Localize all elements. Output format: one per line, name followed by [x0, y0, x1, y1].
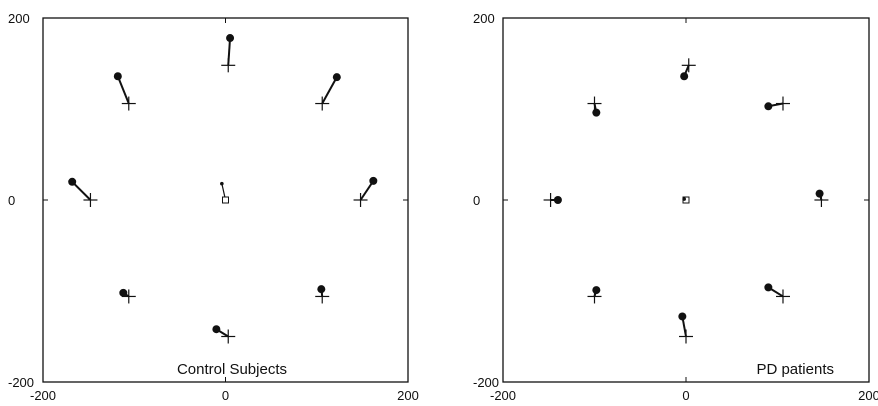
- error-vector: [321, 76, 338, 105]
- panel-label: PD patients: [756, 361, 834, 378]
- x-tick-label: 0: [222, 388, 229, 403]
- error-vector: [116, 75, 130, 104]
- response-dot: [764, 102, 773, 111]
- center-response-dot: [220, 181, 224, 186]
- x-tick-label: -200: [30, 388, 56, 403]
- response-dot: [332, 73, 341, 82]
- response-dot: [815, 189, 824, 198]
- error-vector: [71, 181, 92, 201]
- x-tick-label: 0: [682, 388, 689, 403]
- chart-panel-1: -200 0 200 200 0 -200 Control Subjects: [8, 11, 419, 403]
- response-dot: [226, 34, 235, 43]
- response-dot: [212, 325, 221, 334]
- response-dot: [119, 288, 128, 297]
- x-tick-label: 200: [858, 388, 878, 403]
- response-dot: [369, 176, 378, 185]
- center-response-dot: [682, 197, 686, 201]
- center-target-square: [222, 196, 229, 204]
- y-tick-label: 200: [473, 11, 495, 26]
- response-dot: [764, 283, 773, 292]
- response-dot: [68, 177, 77, 186]
- response-dot: [553, 196, 562, 204]
- y-tick-label: -200: [8, 375, 34, 390]
- x-tick-label: -200: [490, 388, 516, 403]
- chart-panel-2: -200 0 200 200 0 -200 PD patients: [473, 11, 878, 403]
- response-dot: [592, 108, 601, 117]
- response-dot: [592, 286, 601, 295]
- y-tick-label: 0: [473, 193, 480, 208]
- y-tick-label: -200: [473, 375, 499, 390]
- response-dot: [317, 285, 326, 294]
- response-dot: [678, 312, 687, 321]
- response-dot: [680, 72, 689, 81]
- x-tick-label: 200: [397, 388, 419, 403]
- y-tick-label: 0: [8, 193, 15, 208]
- y-tick-label: 200: [8, 11, 30, 26]
- panel-label: Control Subjects: [177, 361, 287, 378]
- response-dot: [113, 72, 122, 81]
